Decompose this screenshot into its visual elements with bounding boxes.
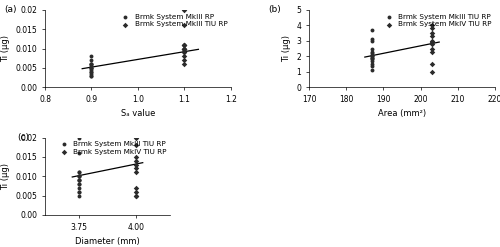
Brmk System MkIV TiU RP [132,194,140,198]
Brmk System MkIII TiU RP [180,58,188,62]
Brmk System MkIV TiU RP [132,194,140,198]
Brmk System MkIV TiU RP [132,136,140,140]
Brmk System MkIII TiU RP [75,174,83,178]
Brmk System MkIV TiU RP [428,31,436,35]
Brmk System MkIII TiU RP [75,178,83,182]
Brmk System MkIV TiU RP [132,166,140,170]
Brmk System MkIII TiU RP [180,8,188,12]
Y-axis label: Ti (µg): Ti (µg) [1,163,10,190]
Brmk System MkIII TiU RP [180,62,188,66]
Brmk System MkIII TiU RP [180,23,188,27]
Brmk System MkIII RP [88,64,96,68]
Brmk System MkIV TiU RP [132,170,140,174]
Brmk System MkIII RP [88,58,96,62]
Brmk System MkIV TiU RP [428,47,436,51]
Brmk System MkIII TiU RP [75,170,83,174]
X-axis label: Area (mm²): Area (mm²) [378,109,426,119]
Text: (b): (b) [268,5,281,14]
Brmk System MkIV TiU RP [428,42,436,46]
Brmk System MkIII TiU RP [75,151,83,155]
Brmk System MkIII TiU RP [368,54,376,58]
Brmk System MkIII TiU RP [180,43,188,47]
Brmk System MkIII RP [88,70,96,74]
Legend: Brmk System MkIII TiU RP, Brmk System MkIV TiU RP: Brmk System MkIII TiU RP, Brmk System Mk… [56,141,166,155]
Brmk System MkIII TiU RP [180,47,188,51]
Brmk System MkIII TiU RP [368,62,376,66]
Brmk System MkIV TiU RP [132,155,140,159]
X-axis label: Sₐ value: Sₐ value [121,109,155,119]
Brmk System MkIII RP [88,74,96,78]
Text: (a): (a) [4,5,16,14]
Brmk System MkIII TiU RP [75,178,83,182]
Brmk System MkIII TiU RP [75,174,83,178]
Brmk System MkIV TiU RP [428,39,436,43]
Brmk System MkIII TiU RP [180,54,188,58]
Brmk System MkIII RP [88,70,96,74]
Brmk System MkIV TiU RP [132,163,140,166]
Brmk System MkIII TiU RP [368,53,376,57]
Brmk System MkIII TiU RP [368,50,376,54]
Brmk System MkIII TiU RP [75,194,83,198]
Brmk System MkIII TiU RP [75,178,83,182]
Brmk System MkIII TiU RP [75,182,83,186]
Brmk System MkIII TiU RP [75,186,83,190]
Brmk System MkIV TiU RP [132,159,140,163]
Brmk System MkIII RP [88,62,96,66]
Brmk System MkIV TiU RP [428,62,436,66]
Brmk System MkIII TiU RP [368,56,376,60]
Brmk System MkIII TiU RP [75,190,83,194]
Brmk System MkIII TiU RP [180,43,188,47]
Brmk System MkIII TiU RP [75,136,83,140]
Brmk System MkIII RP [88,66,96,70]
Brmk System MkIII TiU RP [75,182,83,186]
Brmk System MkIII TiU RP [368,37,376,41]
Brmk System MkIII TiU RP [368,59,376,63]
Brmk System MkIII TiU RP [368,54,376,58]
Brmk System MkIII RP [88,66,96,70]
Y-axis label: Ti (µg): Ti (µg) [1,35,10,62]
Y-axis label: Ti (µg): Ti (µg) [282,35,291,62]
Brmk System MkIII TiU RP [180,50,188,54]
Brmk System MkIII RP [88,62,96,66]
Brmk System MkIII TiU RP [368,51,376,55]
Brmk System MkIII RP [88,62,96,66]
Brmk System MkIII TiU RP [368,64,376,68]
Brmk System MkIII TiU RP [75,190,83,194]
Brmk System MkIII TiU RP [368,39,376,43]
Legend: Brmk System MkIII TiU RP, Brmk System MkIV TiU RP: Brmk System MkIII TiU RP, Brmk System Mk… [382,14,492,27]
Brmk System MkIII TiU RP [368,56,376,60]
Brmk System MkIV TiU RP [132,143,140,147]
Brmk System MkIII TiU RP [368,47,376,51]
Brmk System MkIII RP [88,54,96,58]
Brmk System MkIV TiU RP [428,41,436,44]
Brmk System MkIII RP [88,74,96,78]
Brmk System MkIV TiU RP [428,26,436,30]
Brmk System MkIV TiU RP [428,23,436,27]
Brmk System MkIV TiU RP [428,50,436,54]
Text: (c): (c) [18,133,29,142]
Brmk System MkIII TiU RP [180,50,188,54]
X-axis label: Diameter (mm): Diameter (mm) [75,237,140,246]
Brmk System MkIII TiU RP [75,170,83,174]
Brmk System MkIII RP [88,66,96,70]
Brmk System MkIII TiU RP [180,47,188,51]
Brmk System MkIII TiU RP [368,57,376,61]
Brmk System MkIII TiU RP [368,28,376,32]
Brmk System MkIV TiU RP [132,190,140,194]
Brmk System MkIII TiU RP [180,43,188,47]
Brmk System MkIII TiU RP [180,47,188,51]
Brmk System MkIV TiU RP [428,70,436,74]
Brmk System MkIII TiU RP [75,174,83,178]
Brmk System MkIII TiU RP [180,47,188,51]
Brmk System MkIII RP [88,72,96,76]
Legend: Brmk System MkIII RP, Brmk System MkIII TiU RP: Brmk System MkIII RP, Brmk System MkIII … [118,14,228,27]
Brmk System MkIV TiU RP [428,34,436,38]
Brmk System MkIII TiU RP [368,68,376,72]
Brmk System MkIII RP [88,68,96,72]
Brmk System MkIV TiU RP [132,186,140,190]
